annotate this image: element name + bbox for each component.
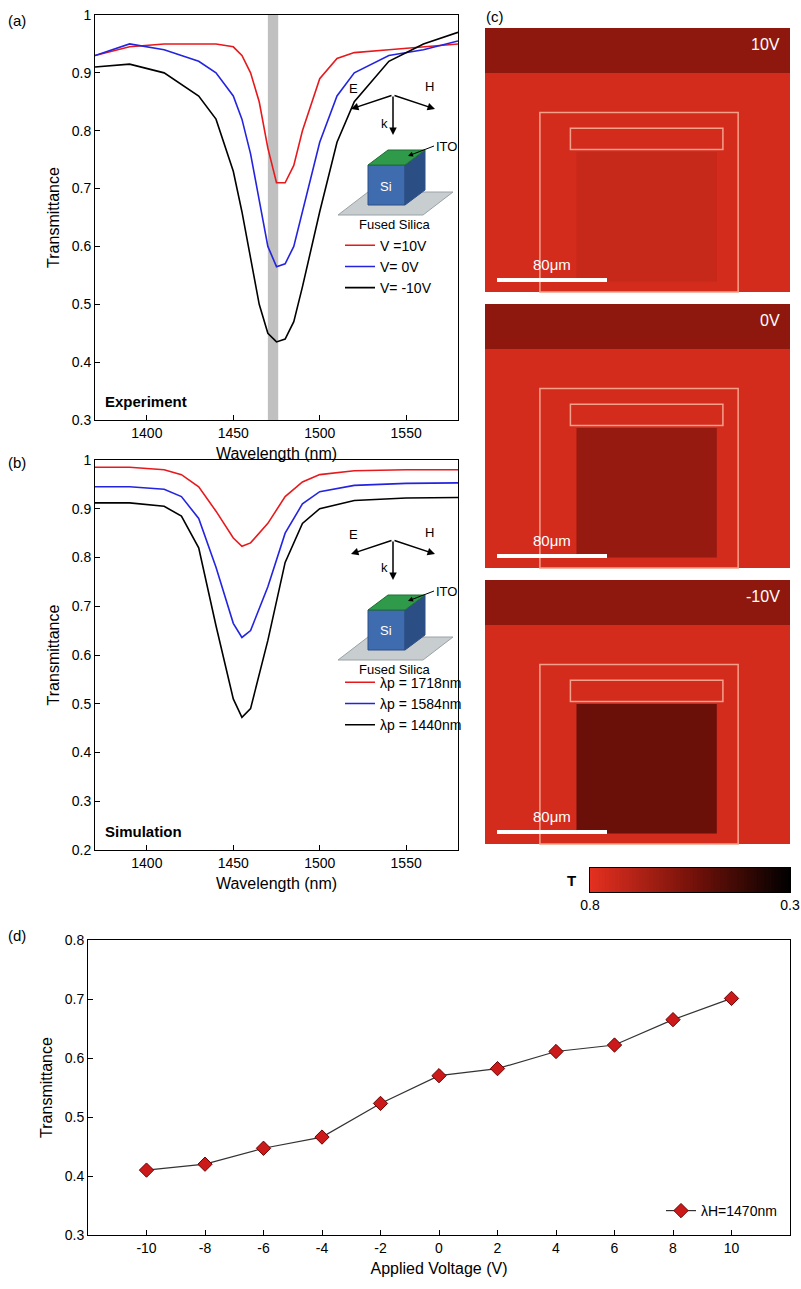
svg-text:1400: 1400 [131, 855, 162, 871]
svg-text:(a): (a) [8, 12, 26, 29]
svg-text:2: 2 [494, 1240, 502, 1256]
svg-text:k: k [381, 116, 388, 131]
svg-text:10V: 10V [751, 36, 780, 53]
svg-text:80μm: 80μm [533, 256, 571, 273]
svg-text:1400: 1400 [131, 425, 162, 441]
svg-text:Si: Si [380, 179, 392, 194]
svg-text:T: T [567, 872, 576, 889]
svg-text:6: 6 [611, 1240, 619, 1256]
svg-text:-2: -2 [374, 1240, 387, 1256]
svg-text:-6: -6 [257, 1240, 270, 1256]
svg-text:0.8: 0.8 [580, 897, 600, 913]
svg-text:0.4: 0.4 [72, 354, 92, 370]
svg-text:1500: 1500 [304, 425, 335, 441]
svg-text:0.8: 0.8 [65, 932, 85, 948]
svg-text:V= 0V: V= 0V [380, 259, 419, 275]
svg-text:Wavelength (nm): Wavelength (nm) [216, 875, 337, 892]
svg-text:Si: Si [380, 623, 392, 638]
svg-text:λp = 1440nm: λp = 1440nm [380, 717, 461, 733]
svg-text:Fused Silica: Fused Silica [359, 217, 431, 232]
svg-text:1450: 1450 [218, 425, 249, 441]
svg-text:-10: -10 [136, 1240, 156, 1256]
svg-text:0.3: 0.3 [72, 793, 92, 809]
svg-text:0: 0 [435, 1240, 443, 1256]
svg-text:0.3: 0.3 [780, 897, 800, 913]
svg-text:0.4: 0.4 [65, 1168, 85, 1184]
svg-text:E: E [349, 527, 358, 542]
svg-text:-8: -8 [199, 1240, 212, 1256]
svg-text:k: k [381, 560, 388, 575]
svg-text:0.5: 0.5 [65, 1109, 85, 1125]
svg-text:0.3: 0.3 [72, 412, 92, 428]
svg-text:Applied Voltage (V): Applied Voltage (V) [371, 1260, 508, 1277]
svg-text:4: 4 [552, 1240, 560, 1256]
svg-text:0V: 0V [760, 312, 780, 329]
svg-text:(d): (d) [8, 927, 26, 944]
svg-text:0.6: 0.6 [72, 238, 92, 254]
svg-text:λp = 1718nm: λp = 1718nm [380, 675, 461, 691]
svg-text:ITO: ITO [436, 584, 457, 599]
svg-text:0.6: 0.6 [72, 647, 92, 663]
svg-text:0.7: 0.7 [72, 180, 92, 196]
svg-text:1550: 1550 [391, 855, 422, 871]
svg-text:0.6: 0.6 [65, 1050, 85, 1066]
svg-text:0.7: 0.7 [72, 598, 92, 614]
svg-text:Wavelength (nm): Wavelength (nm) [216, 445, 337, 462]
svg-text:H: H [425, 79, 434, 94]
svg-text:0.2: 0.2 [72, 842, 92, 858]
svg-text:λH=1470nm: λH=1470nm [701, 1203, 777, 1219]
svg-text:0.4: 0.4 [72, 744, 92, 760]
svg-text:-10V: -10V [746, 588, 780, 605]
svg-text:0.8: 0.8 [72, 549, 92, 565]
svg-text:E: E [349, 81, 358, 96]
svg-text:V= -10V: V= -10V [380, 280, 432, 296]
svg-text:H: H [425, 525, 434, 540]
svg-text:Transmittance: Transmittance [45, 167, 62, 268]
svg-text:0.9: 0.9 [72, 65, 92, 81]
svg-text:1500: 1500 [304, 855, 335, 871]
svg-text:1450: 1450 [218, 855, 249, 871]
svg-text:Simulation: Simulation [105, 823, 182, 840]
svg-text:λp = 1584nm: λp = 1584nm [380, 696, 461, 712]
svg-text:80μm: 80μm [533, 532, 571, 549]
svg-text:8: 8 [669, 1240, 677, 1256]
svg-text:(b): (b) [8, 454, 26, 471]
svg-text:1550: 1550 [391, 425, 422, 441]
svg-text:ITO: ITO [436, 139, 457, 154]
svg-text:Transmittance: Transmittance [38, 1037, 55, 1138]
svg-text:0.5: 0.5 [72, 696, 92, 712]
svg-text:1: 1 [83, 452, 91, 468]
svg-text:-4: -4 [316, 1240, 329, 1256]
svg-text:Transmittance: Transmittance [45, 605, 62, 706]
svg-text:80μm: 80μm [533, 808, 571, 825]
svg-text:Experiment: Experiment [105, 393, 187, 410]
svg-text:0.8: 0.8 [72, 123, 92, 139]
svg-text:(c): (c) [486, 8, 504, 25]
svg-text:10: 10 [724, 1240, 740, 1256]
svg-text:1: 1 [83, 7, 91, 23]
svg-text:V =10V: V =10V [380, 238, 427, 254]
svg-text:0.3: 0.3 [65, 1227, 85, 1243]
svg-text:0.5: 0.5 [72, 296, 92, 312]
svg-text:Fused Silica: Fused Silica [359, 662, 431, 677]
svg-text:0.7: 0.7 [65, 991, 85, 1007]
svg-text:0.9: 0.9 [72, 501, 92, 517]
